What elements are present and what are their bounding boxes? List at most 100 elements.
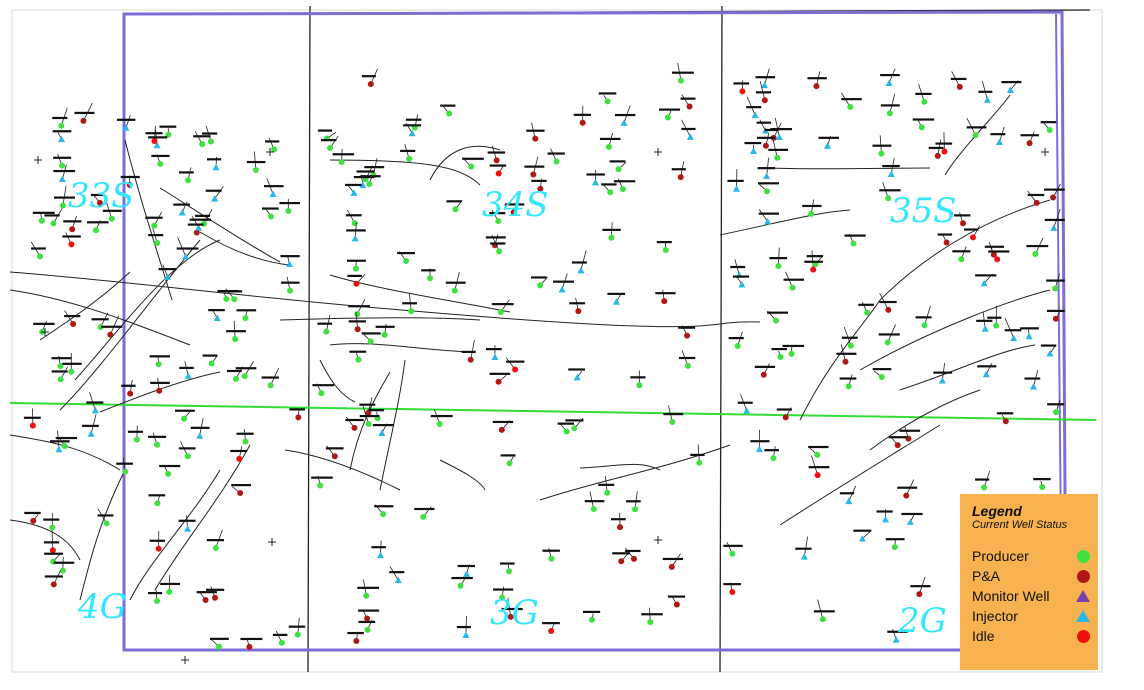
injector-well: [195, 224, 203, 231]
idle-well: [994, 256, 1001, 263]
pa-well: [331, 453, 338, 460]
producer-well: [57, 376, 64, 383]
well-label-mark: [807, 77, 827, 80]
producer-well: [537, 282, 544, 289]
well-label-mark: [624, 549, 641, 553]
well-label-mark: [655, 292, 676, 295]
well-label-mark: [966, 126, 987, 129]
well-label-mark: [506, 360, 525, 363]
well-label-mark: [457, 564, 475, 568]
well-label-mark: [671, 71, 694, 74]
section-label-2g: 2G: [897, 601, 947, 641]
pa-well: [617, 524, 624, 531]
well-label-mark: [50, 440, 70, 443]
well-label-mark: [910, 585, 931, 588]
well-label-mark: [400, 149, 416, 153]
section-corner-marker: [181, 656, 189, 664]
legend-item-monitor-well: Monitor Well: [972, 586, 1090, 606]
idle-well: [941, 148, 948, 155]
producer-well: [184, 453, 191, 460]
injector-well: [749, 147, 757, 154]
well-label-mark: [356, 170, 375, 173]
well-label-mark: [405, 118, 422, 121]
producer-well: [789, 284, 796, 291]
well-label-mark: [208, 309, 225, 312]
producer-well: [153, 597, 160, 604]
well-label-mark: [288, 625, 306, 628]
producer-well: [58, 122, 65, 129]
well-label-mark: [205, 189, 222, 192]
well-label-mark: [63, 220, 82, 223]
well-label-mark: [678, 326, 696, 329]
injector-well: [164, 273, 172, 281]
wellbore-paths: [9, 94, 1051, 601]
pa-well: [903, 492, 910, 499]
well-label-mark: [227, 369, 242, 373]
well-label-mark: [755, 76, 776, 79]
well-label-mark: [755, 91, 772, 94]
producer-well: [154, 441, 161, 448]
well-label-mark: [1024, 377, 1041, 380]
well-label-mark: [53, 196, 75, 199]
producer-well: [57, 363, 64, 370]
well-label-mark: [346, 229, 366, 232]
well-label-mark: [802, 204, 822, 208]
idle-well: [495, 170, 502, 177]
well-label-mark: [808, 466, 830, 469]
well-label-mark: [414, 507, 435, 511]
well-label-mark: [611, 518, 626, 521]
injector-well: [732, 185, 740, 192]
well-label-mark: [371, 546, 386, 549]
well-label-mark: [158, 268, 177, 271]
well-label-mark: [804, 260, 823, 263]
producer-well: [505, 568, 512, 575]
well-label-mark: [613, 180, 636, 183]
injector-well: [87, 430, 95, 437]
well-label-mark: [808, 445, 829, 449]
producer-well: [864, 309, 871, 316]
well-label-mark: [402, 302, 417, 305]
producer-well: [548, 555, 555, 562]
injector-well: [591, 178, 599, 186]
well-label-mark: [750, 440, 770, 443]
producer-well: [406, 155, 413, 162]
injector-well: [887, 170, 895, 177]
well-label-mark: [723, 544, 743, 547]
injector-well: [885, 79, 893, 86]
producer-well: [92, 227, 99, 234]
well-label-mark: [1046, 309, 1065, 312]
well-label-mark: [978, 90, 993, 93]
producer-well: [677, 77, 684, 84]
producer-well: [446, 110, 453, 117]
well-label-mark: [317, 129, 333, 132]
pa-well: [96, 199, 103, 206]
producer-well: [993, 322, 1000, 329]
well-label-mark: [440, 104, 456, 107]
well-label-mark: [663, 413, 684, 416]
well-label-mark: [547, 152, 565, 155]
pa-well: [467, 356, 474, 363]
well-label-mark: [984, 245, 1004, 248]
injector-well: [751, 111, 759, 119]
injector-well: [463, 570, 471, 577]
well-label-mark: [86, 401, 104, 404]
pa-well: [618, 558, 625, 565]
well-label-mark: [499, 562, 515, 565]
pa-well: [684, 332, 691, 339]
producer-well: [208, 360, 215, 367]
producer-well: [607, 189, 614, 196]
pa-well: [762, 142, 769, 149]
well-label-mark: [403, 124, 422, 127]
well-label-mark: [23, 416, 41, 419]
injector-well: [824, 142, 832, 149]
producer-well: [367, 338, 374, 345]
pa-well: [69, 226, 76, 233]
well-label-mark: [175, 409, 195, 412]
pa-well: [1026, 140, 1033, 147]
well-label-mark: [194, 214, 211, 217]
well-label-mark: [872, 368, 892, 371]
producer-well: [212, 545, 219, 552]
idle-well: [151, 138, 158, 145]
well-label-mark: [43, 518, 60, 521]
well-label-mark: [858, 303, 874, 306]
